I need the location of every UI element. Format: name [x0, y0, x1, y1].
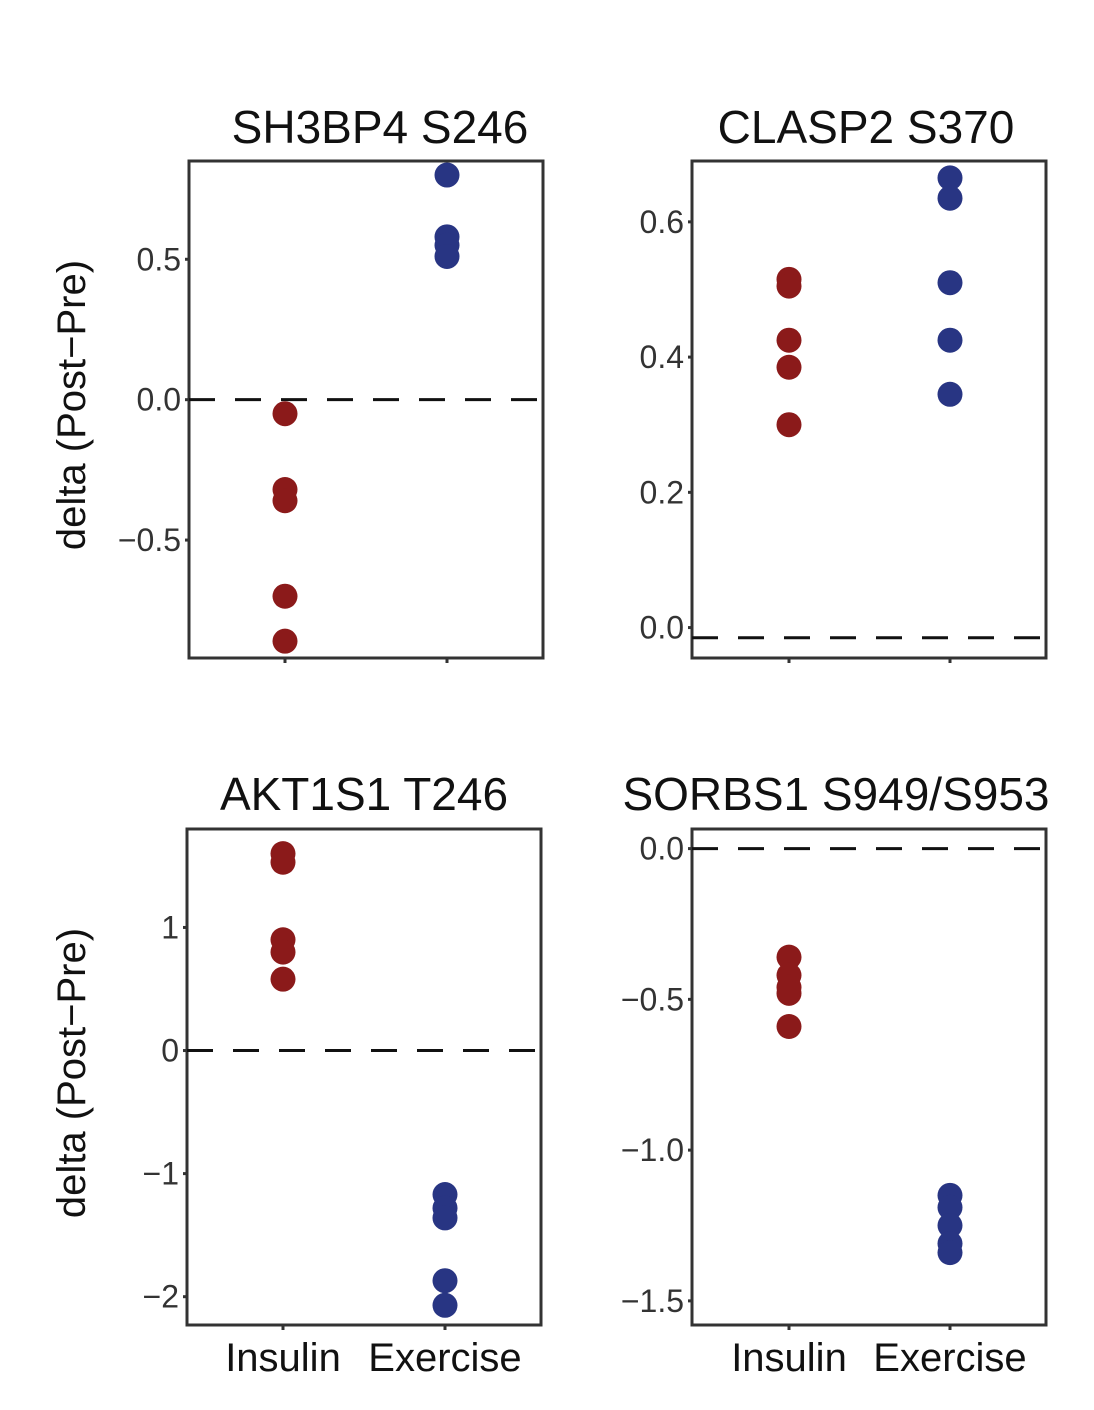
y-tick-label: 0.6 [640, 204, 684, 240]
y-tick-label: −1.5 [621, 1283, 684, 1319]
data-point-insulin [270, 966, 296, 992]
panel-clasp2-s370: CLASP2 S370 0.0 0.2 0.4 0.6 [640, 101, 1048, 663]
data-point-exercise [434, 243, 460, 269]
y-tick-label: −0.5 [621, 981, 684, 1017]
panel-title: SH3BP4 S246 [232, 101, 529, 153]
y-tick-label: 0.0 [137, 382, 181, 418]
data-point-insulin [776, 944, 802, 970]
data-point-exercise [937, 165, 963, 191]
data-point-exercise [937, 1212, 963, 1238]
x-category-label: Exercise [368, 1336, 521, 1380]
data-point-exercise [434, 162, 460, 188]
data-point-exercise [937, 1194, 963, 1220]
plot-frame [690, 827, 1048, 1327]
y-tick-label: 0.0 [640, 610, 684, 646]
x-category-label: Insulin [731, 1336, 847, 1380]
y-tick-label: 0.5 [137, 241, 181, 277]
data-point-exercise [432, 1205, 458, 1231]
data-point-insulin [776, 354, 802, 380]
y-tick-label: 0.2 [640, 474, 684, 510]
y-tick-label: 0.0 [640, 831, 684, 867]
data-point-exercise [937, 185, 963, 211]
x-category-label: Insulin [225, 1336, 341, 1380]
data-point-insulin [776, 273, 802, 299]
data-point-insulin [776, 1013, 802, 1039]
x-category-label: Exercise [873, 1336, 1026, 1380]
y-tick-label: −1 [143, 1156, 179, 1192]
data-point-insulin [776, 327, 802, 353]
panel-title: CLASP2 S370 [718, 101, 1015, 153]
data-point-exercise [937, 270, 963, 296]
data-point-insulin [776, 412, 802, 438]
y-axis-label-top: delta (Post−Pre) [50, 260, 94, 550]
y-tick-label: −1.0 [621, 1132, 684, 1168]
panel-akt1s1-t246: AKT1S1 T246 −2 −1 0 1 Insulin Exercise [143, 768, 543, 1380]
plot-frame [690, 159, 1048, 660]
data-point-exercise [432, 1292, 458, 1318]
data-point-insulin [272, 488, 298, 514]
data-point-exercise [937, 1240, 963, 1266]
data-point-insulin [272, 401, 298, 427]
data-point-insulin [776, 980, 802, 1006]
y-tick-label: 0 [161, 1033, 179, 1069]
data-point-insulin [272, 628, 298, 654]
y-tick-label: −2 [143, 1279, 179, 1315]
data-point-exercise [937, 381, 963, 407]
y-tick-label: 1 [161, 909, 179, 945]
plot-frame [187, 159, 545, 660]
y-tick-label: 0.4 [640, 339, 684, 375]
panel-sh3bp4-s246: SH3BP4 S246 −0.5 0.0 0.5 [118, 101, 545, 663]
y-tick-label: −0.5 [118, 522, 181, 558]
data-point-exercise [432, 1268, 458, 1294]
data-point-exercise [937, 327, 963, 353]
plot-frame [185, 827, 543, 1327]
y-axis-label-bottom: delta (Post−Pre) [50, 928, 94, 1218]
data-point-insulin [272, 583, 298, 609]
data-point-insulin [270, 849, 296, 875]
panel-title: SORBS1 S949/S953 [622, 768, 1049, 820]
data-point-insulin [270, 939, 296, 965]
panel-sorbs1-s949-s953: SORBS1 S949/S953 −1.5 −1.0 −0.5 0.0 Insulin Ex… [621, 768, 1050, 1380]
panel-title: AKT1S1 T246 [220, 768, 508, 820]
